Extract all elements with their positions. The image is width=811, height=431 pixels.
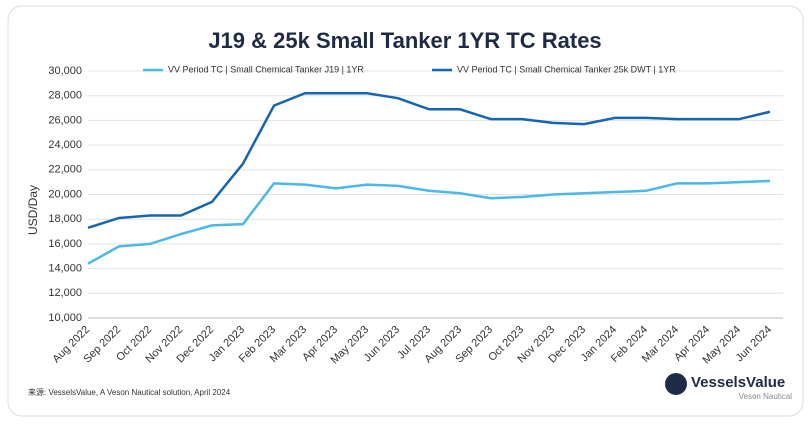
card: [7, 5, 804, 417]
y-tick-label: 20,000: [48, 188, 82, 200]
logo: VesselsValue: [691, 374, 785, 391]
y-tick-label: 28,000: [48, 90, 82, 102]
y-axis-label: USD/Day: [26, 185, 40, 235]
legend-label: VV Period TC | Small Chemical Tanker 25k…: [457, 64, 676, 74]
legend-label: VV Period TC | Small Chemical Tanker J19…: [168, 64, 364, 74]
y-tick-label: 14,000: [48, 263, 82, 275]
y-tick-label: 26,000: [48, 114, 82, 126]
series-line: [87, 91, 771, 230]
y-tick-label: 18,000: [48, 213, 82, 225]
y-tick-label: 10,000: [48, 312, 82, 324]
y-tick-label: 12,000: [48, 287, 82, 299]
y-tick-label: 30,000: [48, 65, 82, 77]
y-tick-label: 24,000: [48, 139, 82, 151]
series-line: [87, 179, 771, 265]
logo-icon: [665, 373, 687, 395]
chart-title: J19 & 25k Small Tanker 1YR TC Rates: [208, 28, 601, 53]
source: 来源: VesselsValue, A Veson Nautical solut…: [28, 388, 231, 397]
logo-sub: Veson Nautical: [739, 392, 793, 401]
y-tick-label: 22,000: [48, 164, 82, 176]
y-tick-label: 16,000: [48, 238, 82, 250]
